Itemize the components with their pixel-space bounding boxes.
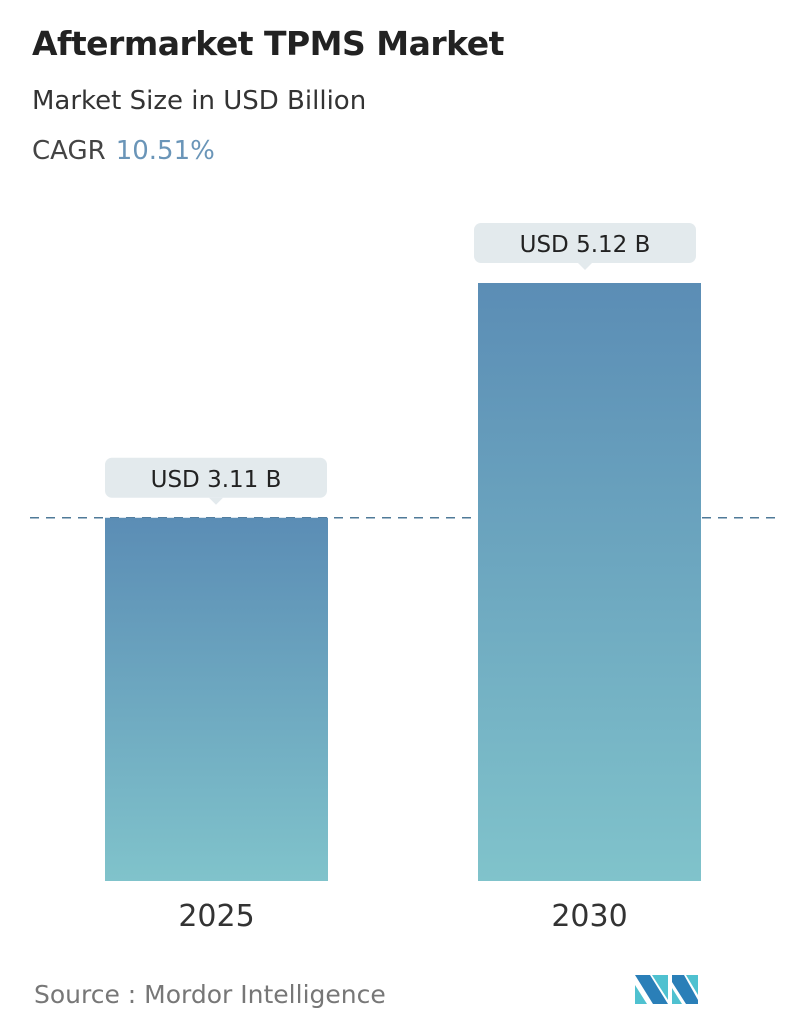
bar-2025 <box>105 517 328 881</box>
data-label-box <box>105 457 327 498</box>
cagr: CAGR 10.51% <box>32 136 215 166</box>
cagr-value: 10.51% <box>115 136 215 166</box>
data-label-pointer <box>578 263 592 270</box>
x-tick-label: 2025 <box>178 899 254 934</box>
x-tick-label: 2030 <box>551 899 627 934</box>
data-label: USD 3.11 B <box>151 467 282 493</box>
cagr-label: CAGR <box>32 136 106 166</box>
chart-title: Aftermarket TPMS Market <box>32 24 504 63</box>
source-text: Source : Mordor Intelligence <box>34 980 386 1009</box>
data-label-box <box>474 223 696 263</box>
data-label: USD 5.12 B <box>520 232 651 258</box>
data-label-pointer <box>209 497 223 505</box>
bar-2030 <box>478 283 701 881</box>
chart-subtitle: Market Size in USD Billion <box>32 86 367 116</box>
